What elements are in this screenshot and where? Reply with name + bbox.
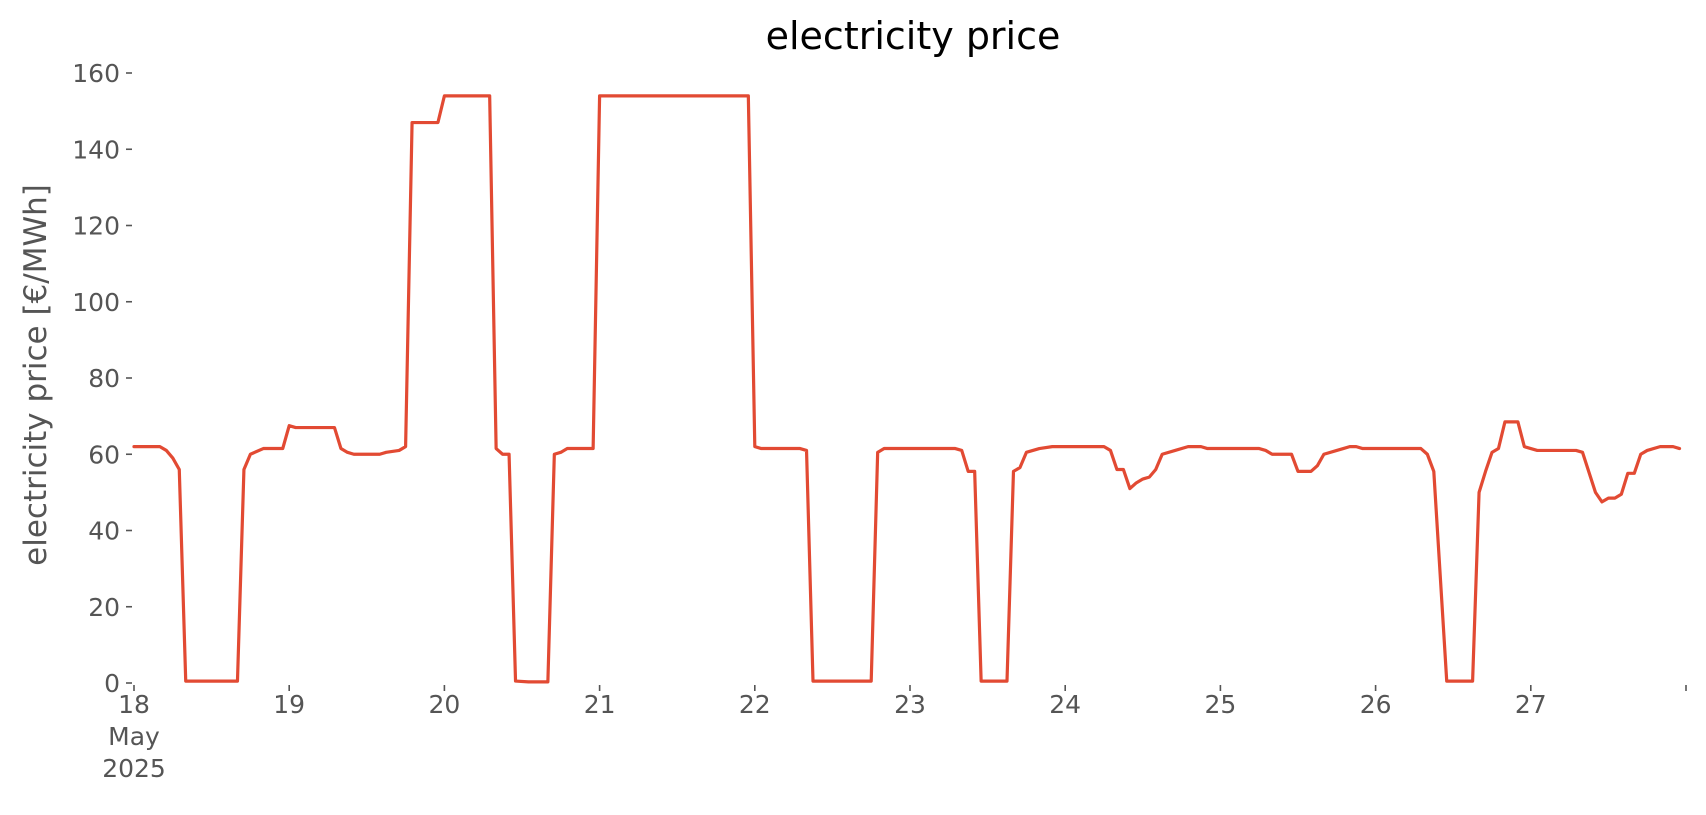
y-tick-label: 0 [104,669,120,698]
y-tick-label: 140 [72,135,120,164]
y-tick-label: 40 [88,517,120,546]
chart-title: electricity price [765,14,1061,58]
x-tick-label: 22 [739,690,771,719]
y-tick-label: 120 [72,212,120,241]
x-tick-label: 24 [1049,690,1081,719]
x-tick-label: 27 [1515,690,1547,719]
x-tick-label: 23 [894,690,926,719]
x-axis: 18 May 2025 19 20 21 22 23 24 25 26 27 [102,685,1687,783]
x-tick-label: 2025 [102,754,166,783]
y-tick-label: 80 [88,364,120,393]
y-tick-label: 20 [88,593,120,622]
y-tick-label: 100 [72,288,120,317]
x-tick-label: 21 [584,690,616,719]
x-tick-label: 19 [273,690,305,719]
x-tick-label: 20 [428,690,460,719]
x-tick-label: 18 [118,690,150,719]
x-tick-label: 26 [1360,690,1392,719]
y-tick-label: 160 [72,59,120,88]
y-tick-label: 60 [88,440,120,469]
series-layer [132,94,1682,684]
x-tick-label: May [108,722,160,751]
y-axis: 0 20 40 60 80 100 120 140 160 [72,59,132,698]
y-axis-label: electricity price [€/MWh] [18,184,54,566]
price-series-line [132,94,1682,684]
x-tick-label: 25 [1204,690,1236,719]
